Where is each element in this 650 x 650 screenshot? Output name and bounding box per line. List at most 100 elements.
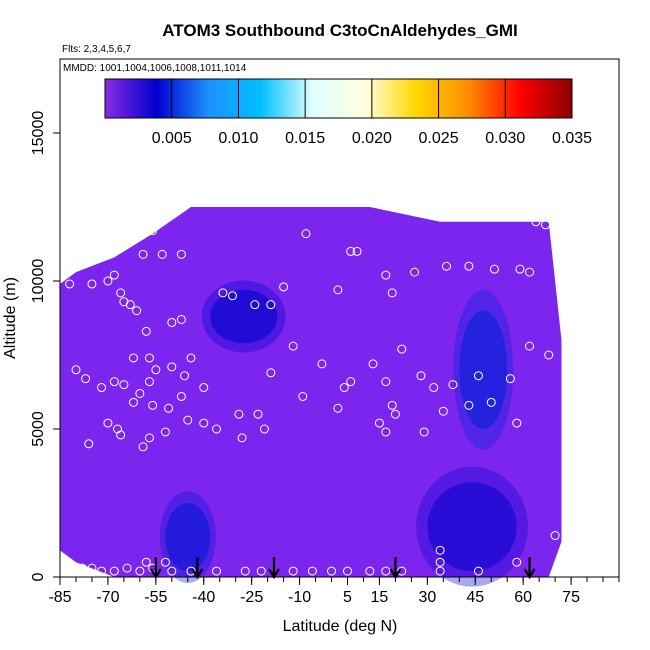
sample-point (387, 400, 397, 410)
sample-point (250, 300, 260, 310)
sample-point (544, 350, 554, 360)
sample-point (87, 279, 97, 289)
y-tick-label: 10000 (30, 259, 47, 304)
sample-point (227, 291, 237, 301)
sample-point (435, 566, 445, 576)
sample-point (103, 418, 113, 428)
sample-point (473, 566, 483, 576)
sample-point (381, 427, 391, 437)
sample-point (464, 261, 474, 271)
low-region (427, 482, 517, 572)
sample-point (512, 418, 522, 428)
sample-point (397, 566, 407, 576)
x-tick-label: 60 (514, 589, 532, 606)
sample-point (81, 374, 91, 384)
sample-point (119, 380, 129, 390)
sample-point (167, 362, 177, 372)
plot-frame (59, 58, 620, 578)
low-region (459, 310, 508, 429)
sample-point (186, 566, 196, 576)
sample-point (259, 424, 269, 434)
sample-point (141, 557, 151, 567)
chart-title: ATOM3 Southbound C3toCnAldehydes_GMI (162, 21, 517, 40)
data-field (60, 207, 562, 577)
sample-point (381, 270, 391, 280)
sample-point (333, 285, 343, 295)
sample-point (489, 264, 499, 274)
sample-point (307, 566, 317, 576)
sample-point (435, 545, 445, 555)
sample-point (515, 264, 525, 274)
sample-point (135, 566, 145, 576)
sample-point (390, 409, 400, 419)
x-tick-label: -10 (288, 589, 311, 606)
y-tick-label: 0 (30, 572, 47, 581)
sample-point (71, 365, 81, 375)
sample-point (550, 531, 560, 541)
sample-point (368, 359, 378, 369)
x-tick-label: -55 (144, 589, 167, 606)
sample-point (183, 415, 193, 425)
x-tick-label: 15 (371, 589, 389, 606)
sample-point (333, 403, 343, 413)
x-tick-label: -70 (96, 589, 119, 606)
low-region (210, 289, 278, 344)
x-tick-label: -85 (48, 589, 71, 606)
sample-point (132, 306, 142, 316)
sample-point (381, 566, 391, 576)
sample-point (435, 557, 445, 567)
sample-point (266, 300, 276, 310)
sample-point (103, 276, 113, 286)
sample-point (438, 406, 448, 416)
sample-point (279, 282, 289, 292)
y-tick-label: 5000 (30, 411, 47, 447)
sample-point (164, 403, 174, 413)
colorbar-gradient (104, 78, 573, 119)
x-tick-label: 5 (343, 589, 352, 606)
sample-point (505, 374, 515, 384)
colorbar-tick-label: 0.030 (485, 130, 525, 147)
sample-point (288, 341, 298, 351)
sample-point (141, 326, 151, 336)
sample-point (288, 566, 298, 576)
sample-point (144, 377, 154, 387)
sample-point (176, 391, 186, 401)
sample-point (365, 566, 375, 576)
sample-point (176, 314, 186, 324)
sample-point (212, 424, 222, 434)
y-axis: 0 5000 10000 15000 (30, 111, 60, 581)
colorbar-tick-label: 0.025 (419, 130, 459, 147)
sample-point (327, 566, 337, 576)
sample-point (135, 388, 145, 398)
x-tick-label: -25 (240, 589, 263, 606)
sample-point (416, 371, 426, 381)
colorbar: 0.005 0.010 0.015 0.020 0.025 0.030 0.035 (104, 78, 592, 147)
sample-point (116, 288, 126, 298)
sample-point (298, 391, 308, 401)
sample-point (240, 566, 250, 576)
sample-point (160, 557, 170, 567)
sample-point (381, 377, 391, 387)
sample-point (531, 217, 541, 227)
sample-point (128, 353, 138, 363)
sample-point (176, 249, 186, 259)
sample-point (87, 563, 97, 573)
y-axis-label: Altitude (m) (2, 277, 19, 359)
sample-point (160, 427, 170, 437)
sample-point (151, 365, 161, 375)
sample-point (339, 383, 349, 393)
x-tick-label: 45 (466, 589, 484, 606)
sample-point (473, 371, 483, 381)
sample-point (65, 279, 75, 289)
sample-point (77, 563, 87, 573)
colorbar-tick-label: 0.005 (152, 130, 192, 147)
sample-point (253, 409, 263, 419)
sample-point (84, 439, 94, 449)
sample-point (442, 261, 452, 271)
x-axis: -85 -70 -55 -40 -25 -10 5 15 30 45 60 75 (48, 577, 620, 606)
sample-point (237, 433, 247, 443)
sample-point (342, 566, 352, 576)
sample-point (97, 566, 107, 576)
sample-point (138, 249, 148, 259)
sample-point (186, 353, 196, 363)
